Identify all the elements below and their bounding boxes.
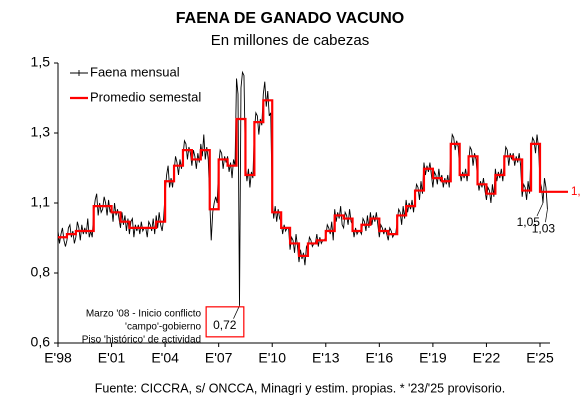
monthly-value-label: 0,72 bbox=[213, 318, 237, 332]
annotation: 'campo'-gobierno bbox=[125, 321, 202, 332]
x-tick-label: E'13 bbox=[312, 350, 340, 366]
label-leader bbox=[233, 305, 240, 319]
x-tick-label: E'01 bbox=[98, 350, 126, 366]
label-leader bbox=[545, 209, 548, 223]
x-tick-label: E'98 bbox=[44, 350, 72, 366]
x-tick-label: E'07 bbox=[205, 350, 233, 366]
annotation-box bbox=[205, 306, 245, 338]
legend-label: Faena mensual bbox=[90, 64, 180, 79]
monthly-value-label: 1,03 bbox=[532, 221, 556, 235]
x-tick-label: E'16 bbox=[366, 350, 394, 366]
x-tick-label: E'25 bbox=[526, 350, 554, 366]
legend-label: Promedio semestal bbox=[90, 89, 201, 104]
y-tick-label: 1,1 bbox=[31, 194, 51, 210]
y-tick-label: 0,6 bbox=[31, 334, 51, 350]
semester-line bbox=[58, 99, 548, 257]
x-tick-label: E'04 bbox=[151, 350, 179, 366]
source-note: Fuente: CICCRA, s/ ONCCA, Minagri y esti… bbox=[95, 381, 505, 395]
y-tick-label: 1,3 bbox=[31, 124, 51, 140]
x-tick-label: E'22 bbox=[473, 350, 501, 366]
chart-subtitle: En millones de cabezas bbox=[211, 32, 369, 49]
monthly-value-label: 1,05 bbox=[517, 215, 541, 229]
x-tick-label: E'19 bbox=[419, 350, 447, 366]
annotation: Piso 'histórico' de actividad bbox=[82, 334, 201, 345]
label-leader bbox=[536, 202, 544, 217]
y-tick-label: 0,8 bbox=[31, 264, 51, 280]
annotation: Marzo '08 - Inicio conflicto bbox=[86, 308, 202, 319]
chart-title: FAENA DE GANADO VACUNO bbox=[176, 10, 404, 27]
x-tick-label: E'10 bbox=[258, 350, 286, 366]
semester-value-label: 1,086 bbox=[571, 186, 580, 198]
y-tick-label: 1,5 bbox=[31, 54, 51, 70]
